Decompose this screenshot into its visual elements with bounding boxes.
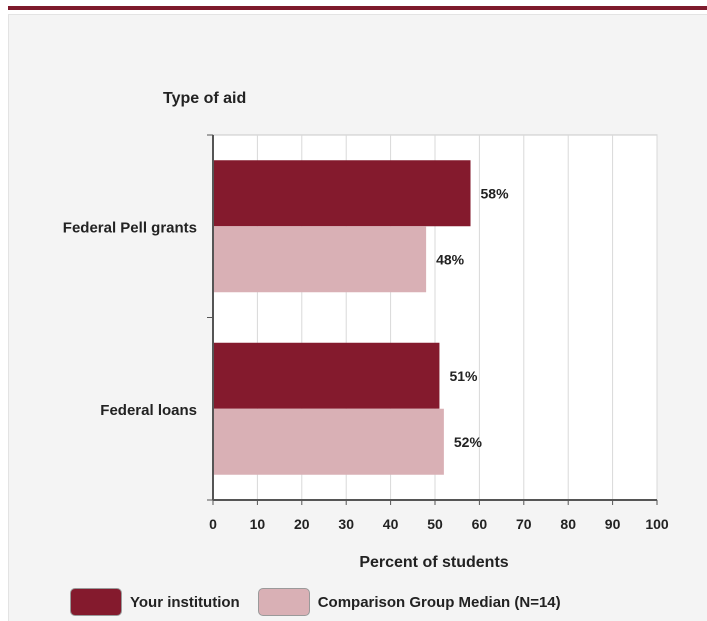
- legend-label-your-institution: Your institution: [130, 593, 240, 611]
- x-axis-title: Percent of students: [359, 554, 508, 571]
- x-tick-label: 20: [294, 516, 310, 532]
- legend: Your institution Comparison Group Median…: [70, 585, 579, 619]
- legend-swatch-your-institution: [70, 588, 122, 616]
- legend-item-your-institution: Your institution: [70, 588, 240, 616]
- x-tick-label: 60: [472, 516, 488, 532]
- bar: [214, 160, 471, 227]
- x-tick-label: 10: [250, 516, 266, 532]
- legend-item-comparison-group: Comparison Group Median (N=14): [257, 588, 561, 616]
- x-tick-label: 80: [560, 516, 576, 532]
- bar-data-label: 52%: [454, 434, 483, 450]
- top-rule: [8, 6, 707, 10]
- category-label: Federal loans: [100, 402, 197, 419]
- x-tick-label: 30: [338, 516, 354, 532]
- bar-data-label: 48%: [436, 251, 465, 267]
- x-tick-label: 0: [209, 516, 217, 532]
- bar-data-label: 51%: [449, 368, 478, 384]
- bar: [214, 408, 444, 475]
- x-tick-label: 40: [383, 516, 399, 532]
- legend-label-comparison-group: Comparison Group Median (N=14): [317, 593, 561, 611]
- chart-title: Type of aid: [163, 90, 246, 107]
- bar: [214, 226, 427, 293]
- category-label: Federal Pell grants: [63, 219, 197, 236]
- x-tick-label: 50: [427, 516, 443, 532]
- x-tick-label: 70: [516, 516, 532, 532]
- x-tick-label: 100: [645, 516, 669, 532]
- bar: [214, 342, 440, 409]
- legend-swatch-comparison-group: [257, 588, 310, 616]
- x-tick-label: 90: [605, 516, 621, 532]
- bar-data-label: 58%: [481, 185, 510, 201]
